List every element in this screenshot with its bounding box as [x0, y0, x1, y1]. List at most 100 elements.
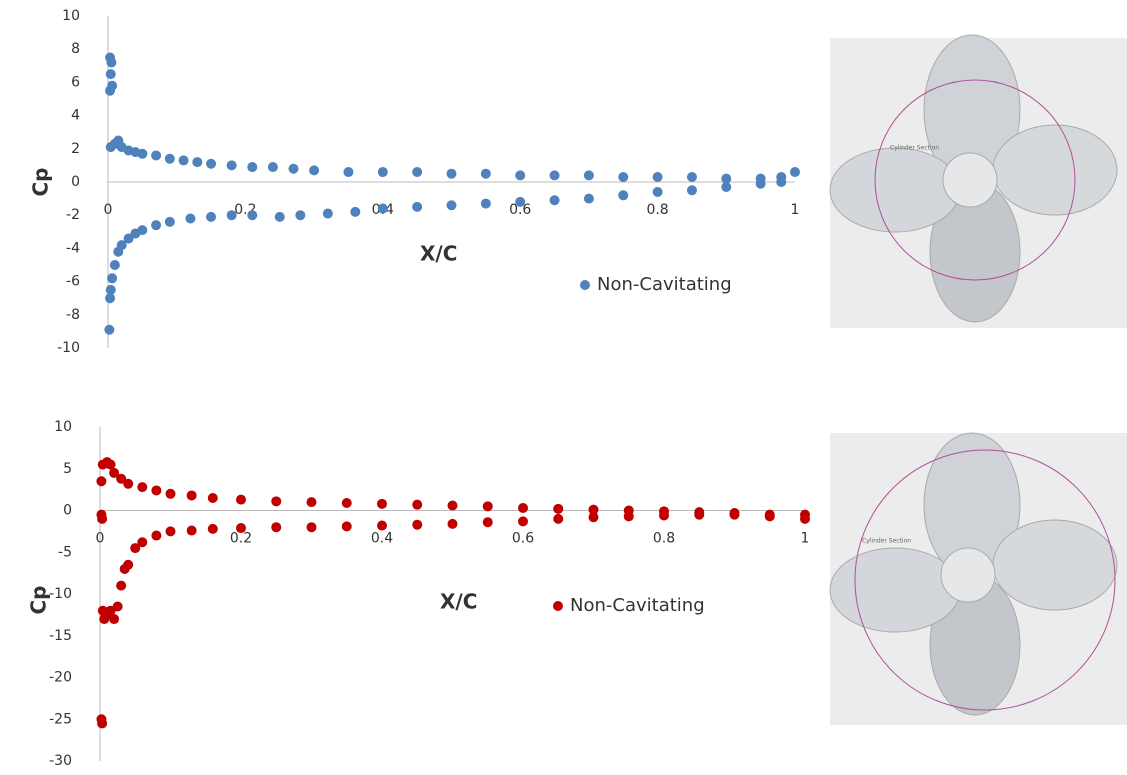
point	[776, 177, 786, 187]
point	[481, 169, 491, 179]
point	[584, 170, 594, 180]
point	[307, 497, 317, 507]
point	[179, 155, 189, 165]
point	[137, 225, 147, 235]
y-tick-label: -8	[66, 307, 80, 323]
point	[137, 537, 147, 547]
point	[687, 172, 697, 182]
point	[584, 194, 594, 204]
x-axis-label: X/C	[420, 242, 457, 266]
point	[694, 510, 704, 520]
point	[342, 521, 352, 531]
point	[518, 503, 528, 513]
point	[659, 511, 669, 521]
x-tick-label: 0.8	[646, 202, 668, 218]
point	[275, 212, 285, 222]
legend-label: Non-Cavitating	[570, 595, 705, 616]
point	[412, 500, 422, 510]
x-tick-label: 0.4	[371, 531, 393, 547]
point	[323, 209, 333, 219]
point	[448, 500, 458, 510]
point	[187, 490, 197, 500]
point	[137, 149, 147, 159]
x-tick-label: 0.6	[512, 531, 534, 547]
point	[116, 581, 126, 591]
point	[97, 718, 107, 728]
point	[236, 495, 246, 505]
y-tick-label: 10	[62, 8, 80, 24]
point	[515, 170, 525, 180]
point	[166, 526, 176, 536]
point	[653, 172, 663, 182]
y-tick-label: -25	[49, 711, 72, 727]
y-tick-label: 5	[63, 461, 72, 477]
point	[151, 485, 161, 495]
y-tick-label: -30	[49, 753, 72, 769]
point	[208, 524, 218, 534]
point	[412, 520, 422, 530]
y-tick-label: 0	[63, 503, 72, 519]
point	[553, 504, 563, 514]
point	[343, 167, 353, 177]
y-tick-label: -4	[66, 240, 80, 256]
point	[151, 531, 161, 541]
y-tick-label: -6	[66, 274, 80, 290]
point	[378, 167, 388, 177]
point	[412, 167, 422, 177]
image-label: Cylinder Section	[890, 145, 939, 152]
point	[447, 200, 457, 210]
point	[187, 526, 197, 536]
point	[377, 499, 387, 509]
point	[165, 217, 175, 227]
y-tick-label: 4	[71, 108, 80, 124]
point	[295, 210, 305, 220]
y-tick-label: -2	[66, 207, 80, 223]
point	[208, 493, 218, 503]
point	[165, 154, 175, 164]
point	[515, 197, 525, 207]
point	[206, 212, 216, 222]
point	[227, 160, 237, 170]
point	[227, 210, 237, 220]
legend-marker	[553, 601, 563, 611]
point	[110, 260, 120, 270]
point	[206, 159, 216, 169]
point	[412, 202, 422, 212]
point	[377, 521, 387, 531]
propeller-image: Cylinder Section	[830, 35, 1127, 328]
point	[105, 86, 115, 96]
point	[151, 220, 161, 230]
point	[271, 496, 281, 506]
x-tick-label: 0.8	[653, 531, 675, 547]
x-tick-label: 1	[791, 202, 800, 218]
point	[123, 479, 133, 489]
y-tick-label: -10	[49, 586, 72, 602]
y-tick-label: -20	[49, 670, 72, 686]
point	[765, 511, 775, 521]
y-axis-label: Cp	[29, 168, 53, 197]
point	[800, 514, 810, 524]
y-tick-label: -10	[57, 340, 80, 356]
point	[790, 167, 800, 177]
y-tick-label: 0	[71, 174, 80, 190]
point	[618, 190, 628, 200]
point	[236, 523, 246, 533]
y-tick-label: 2	[71, 141, 80, 157]
point	[107, 273, 117, 283]
legend-label: Non-Cavitating	[597, 274, 732, 295]
point	[185, 214, 195, 224]
point	[137, 482, 147, 492]
propeller-image: Cylinder Section	[830, 433, 1127, 725]
point	[106, 69, 116, 79]
point	[448, 519, 458, 529]
point	[166, 489, 176, 499]
point	[106, 57, 116, 67]
point	[721, 182, 731, 192]
point	[247, 162, 257, 172]
point	[589, 512, 599, 522]
point	[550, 195, 560, 205]
point	[624, 511, 634, 521]
point	[653, 187, 663, 197]
point	[553, 514, 563, 524]
point	[96, 476, 106, 486]
